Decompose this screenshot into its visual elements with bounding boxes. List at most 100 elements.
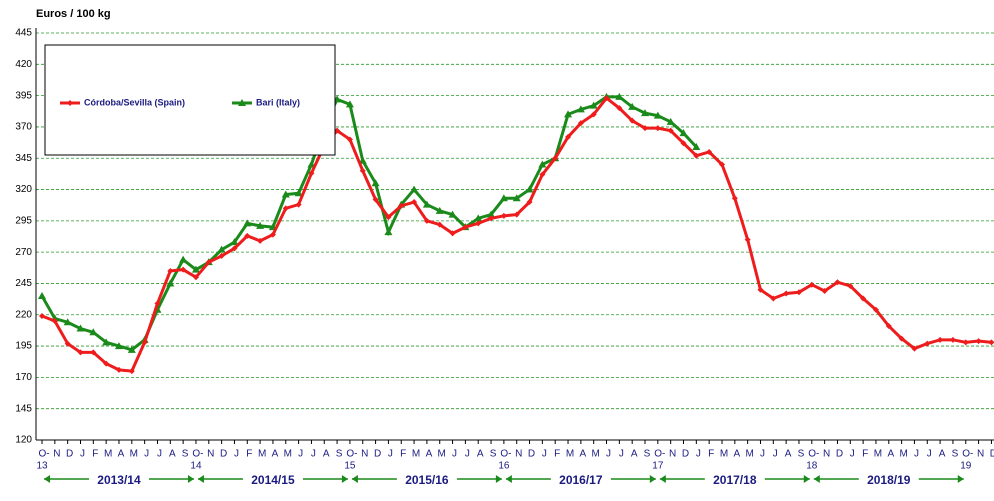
marker xyxy=(448,210,457,218)
marker xyxy=(564,110,573,118)
marker xyxy=(102,338,111,346)
y-tick-label: 320 xyxy=(15,184,32,195)
x-tick-label: D xyxy=(66,449,73,460)
marker xyxy=(411,199,418,206)
season-label-bg xyxy=(242,471,303,487)
y-tick-label: 395 xyxy=(15,90,32,101)
x-tick-label: J xyxy=(465,449,470,460)
marker xyxy=(770,295,777,302)
x-tick-label: M xyxy=(566,449,574,460)
x-tick-label: M xyxy=(592,449,600,460)
marker xyxy=(975,338,982,345)
season-label: 2017/18 xyxy=(713,473,757,487)
y-tick-label: 195 xyxy=(15,341,32,352)
marker xyxy=(334,127,341,134)
year-label: 14 xyxy=(190,461,202,472)
marker xyxy=(499,194,508,202)
marker xyxy=(654,125,661,132)
year-label: 18 xyxy=(806,461,818,472)
x-tick-label: F xyxy=(554,449,560,460)
marker xyxy=(538,160,547,168)
x-tick-label: N xyxy=(977,449,984,460)
x-tick-label: N xyxy=(207,449,214,460)
x-tick-label: O- xyxy=(346,449,357,460)
marker xyxy=(372,196,379,203)
marker xyxy=(385,214,392,221)
marker xyxy=(666,117,675,125)
marker xyxy=(154,300,161,307)
marker xyxy=(308,170,315,177)
marker xyxy=(244,232,251,239)
legend-marker xyxy=(238,99,246,106)
year-label: 13 xyxy=(36,461,48,472)
marker xyxy=(435,206,444,214)
x-tick-label: S xyxy=(798,449,805,460)
season-label-bg xyxy=(858,471,919,487)
marker xyxy=(706,148,713,155)
x-tick-label: N xyxy=(823,449,830,460)
marker xyxy=(192,274,199,281)
marker xyxy=(231,245,238,252)
y-tick-label: 145 xyxy=(15,403,32,414)
marker xyxy=(731,195,738,202)
x-tick-label: A xyxy=(118,449,125,460)
marker xyxy=(115,366,122,373)
y-axis-label: Euros / 100 kg xyxy=(36,8,111,20)
marker xyxy=(89,328,98,336)
marker xyxy=(885,323,892,330)
marker xyxy=(642,125,649,132)
year-label: 19 xyxy=(960,461,972,472)
marker xyxy=(525,185,534,193)
legend-label: Bari (Italy) xyxy=(256,97,300,107)
marker xyxy=(422,200,431,208)
marker xyxy=(76,324,85,332)
legend-box xyxy=(44,44,336,156)
x-tick-label: F xyxy=(246,449,252,460)
marker xyxy=(589,101,598,109)
marker xyxy=(218,252,225,259)
x-tick-label: A xyxy=(785,449,792,460)
x-tick-label: A xyxy=(939,449,946,460)
marker xyxy=(641,109,650,117)
marker xyxy=(488,215,495,222)
season-label: 2015/16 xyxy=(405,473,449,487)
marker xyxy=(39,313,45,320)
x-tick-label: J xyxy=(927,449,932,460)
marker xyxy=(230,238,239,246)
x-tick-label: A xyxy=(169,449,176,460)
marker xyxy=(590,111,597,118)
x-tick-label: M xyxy=(899,449,907,460)
marker xyxy=(90,349,97,356)
legend: Córdoba/Sevilla (Spain) Bari (Italy) xyxy=(44,44,336,156)
marker xyxy=(629,117,636,124)
marker xyxy=(179,255,188,263)
x-tick-label: J xyxy=(157,449,162,460)
marker xyxy=(795,289,802,296)
x-tick-label: A xyxy=(733,449,740,460)
x-tick-label: S xyxy=(336,449,343,460)
year-label: 17 xyxy=(652,461,664,472)
marker xyxy=(128,368,135,375)
marker xyxy=(834,279,841,286)
marker xyxy=(462,224,469,231)
x-tick-label: D xyxy=(836,449,843,460)
x-tick-label: J xyxy=(542,449,547,460)
x-tick-label: M xyxy=(130,449,138,460)
x-tick-label: J xyxy=(144,449,149,460)
season-label: 2018/19 xyxy=(867,473,911,487)
x-tick-label: J xyxy=(388,449,393,460)
x-tick-label: F xyxy=(92,449,98,460)
season-label: 2014/15 xyxy=(251,473,295,487)
year-label: 16 xyxy=(498,461,510,472)
marker xyxy=(847,282,854,289)
marker xyxy=(513,211,520,218)
marker xyxy=(180,266,187,273)
marker xyxy=(860,295,867,302)
x-tick-label: J xyxy=(773,449,778,460)
x-tick-label: N xyxy=(515,449,522,460)
x-tick-label: M xyxy=(284,449,292,460)
x-tick-label: F xyxy=(708,449,714,460)
x-tick-label: M xyxy=(412,449,420,460)
x-tick-label: O- xyxy=(38,449,49,460)
marker xyxy=(512,194,521,202)
